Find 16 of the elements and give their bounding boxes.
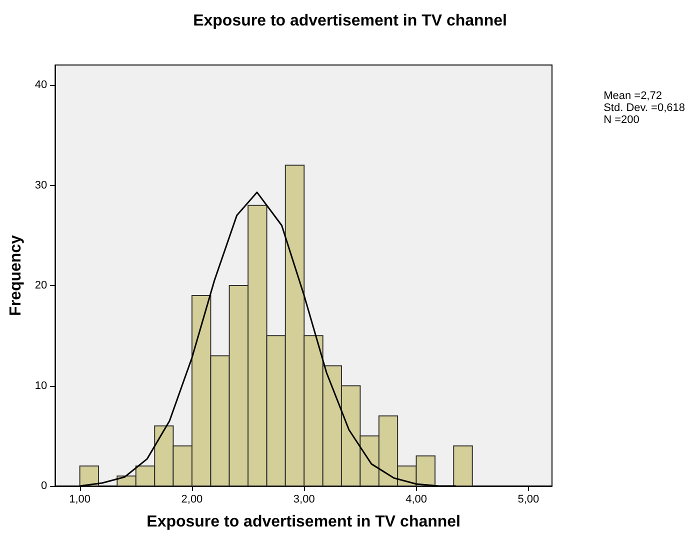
y-tick-label: 30 <box>34 179 48 192</box>
x-tick-label: 1,00 <box>69 494 91 506</box>
text: Mean =2,72 <box>604 90 662 102</box>
text: Std. Dev. =0,618 <box>604 102 686 114</box>
text: N =200 <box>604 114 640 126</box>
y-axis-title: Frequency <box>8 234 24 316</box>
y-tick-label: 0 <box>41 480 48 492</box>
x-tick-label: 2,00 <box>181 494 203 506</box>
x-tick-label: 5,00 <box>518 494 540 506</box>
y-tick-label: 10 <box>34 380 48 392</box>
x-tick-label: 4,00 <box>406 494 427 506</box>
x-axis-title: Exposure to advertisement in TV channel <box>146 514 460 530</box>
x-tick-label: 3,00 <box>293 494 315 506</box>
y-tick-label: 20 <box>34 280 48 292</box>
chart-title: Exposure to advertisement in TV channel <box>193 12 507 30</box>
y-tick-label: 40 <box>34 79 48 92</box>
